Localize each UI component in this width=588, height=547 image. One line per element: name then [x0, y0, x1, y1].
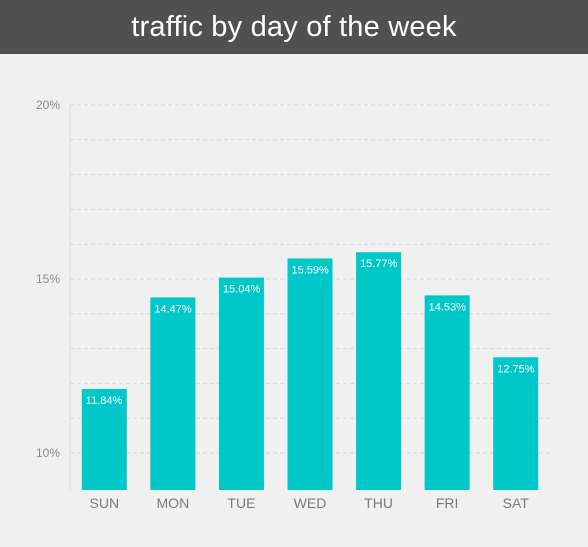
bar-chart: 10% 15% 20% 11.84% 14.47% 15.04% 15.59% 15.77%…: [36, 98, 550, 511]
x-tick-label: THU: [364, 495, 393, 511]
chart-header: traffic by day of the week: [0, 0, 588, 54]
y-tick-label: 15%: [36, 272, 60, 286]
x-tick-label: TUE: [227, 495, 255, 511]
bar-mon: [150, 297, 196, 490]
data-label: 11.84%: [86, 395, 123, 407]
x-tick-label: FRI: [436, 495, 459, 511]
bar-fri: [424, 295, 470, 490]
x-tick-label: MON: [157, 495, 190, 511]
x-tick-label: SUN: [90, 495, 120, 511]
chart-area: 10% 15% 20% 11.84% 14.47% 15.04% 15.59% 15.77%…: [0, 54, 588, 547]
bar-sat: [493, 357, 539, 490]
y-tick-label: 10%: [36, 446, 60, 460]
data-label: 14.47%: [154, 303, 192, 315]
bar-thu: [356, 252, 402, 490]
y-tick-label: 20%: [36, 98, 60, 112]
data-label: 15.77%: [360, 258, 398, 270]
bar-tue: [218, 277, 264, 490]
data-label: 12.75%: [497, 363, 535, 375]
x-tick-label: SAT: [503, 495, 530, 511]
bar-wed: [287, 258, 333, 490]
bar-sun: [81, 388, 127, 490]
bars: 11.84% 14.47% 15.04% 15.59% 15.77% 14.53% 12.7…: [81, 252, 539, 490]
chart-title: traffic by day of the week: [131, 10, 457, 43]
x-tick-label: WED: [294, 495, 327, 511]
data-label: 15.04%: [223, 284, 261, 296]
data-label: 15.59%: [292, 264, 330, 276]
x-axis-labels: SUN MON TUE WED THU FRI SAT: [90, 495, 530, 511]
y-axis-ticks: 10% 15% 20%: [36, 98, 60, 460]
data-label: 14.53%: [429, 301, 467, 313]
